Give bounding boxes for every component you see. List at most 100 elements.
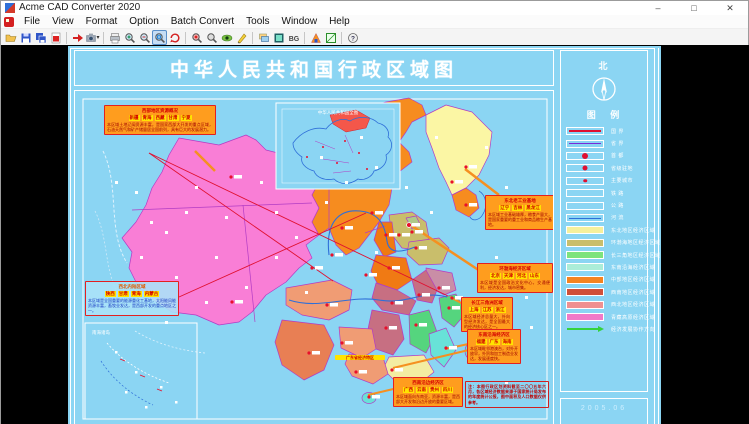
zoom-out-icon[interactable]	[137, 30, 152, 45]
titlebar: Acme CAD Converter 2020 – □ ✕	[1, 1, 748, 15]
edit-icon[interactable]	[234, 30, 249, 45]
app-logo-icon	[5, 3, 15, 13]
map-callout: 长江三角洲区域 上海 江苏 浙江 本区域经济总量大，外向型经济发达，是全国最大的经济核心…	[461, 297, 513, 333]
zoom-extents-icon[interactable]	[167, 30, 182, 45]
callout-title: 西南沿边经济区	[412, 380, 444, 385]
toolbar: ▾ BG?	[1, 29, 748, 47]
legend-color-item: 西北地区经济区域	[561, 298, 655, 310]
toolbar-separator	[304, 31, 305, 44]
toolbar-separator	[252, 31, 253, 44]
callout-region-names: 新疆 青海 西藏 甘肃 宁夏	[128, 114, 192, 121]
legend-arrow-item: 经济发展协作方向	[561, 323, 655, 335]
city-dots-layer	[110, 136, 533, 399]
save-all-icon[interactable]	[33, 30, 48, 45]
close-button[interactable]: ✕	[726, 3, 734, 13]
legend-color-item: 西南地区经济区域	[561, 286, 655, 298]
map-area: 中华人民共和国全图 南海诸岛	[74, 90, 554, 424]
menubar: File View Format Option Batch Convert Tools Wi…	[1, 15, 748, 29]
callout-body: 本区域是全国政治文化中心，交通便利，经济发达，城市密集。	[480, 279, 550, 290]
callout-body: 本区域是全国重要的能源重化工基地，太阳能风能资源丰富，畜牧业发达，是西部开发的重…	[88, 297, 176, 314]
callout-title: 西北内陆区域	[118, 284, 146, 289]
toolbar-separator	[103, 31, 104, 44]
font-icon[interactable]	[308, 30, 323, 45]
legend-heading: 图 例	[586, 110, 626, 120]
menu-help[interactable]: Help	[329, 16, 350, 27]
view-mode-icon[interactable]	[219, 30, 234, 45]
callout-region-names: 北京 天津 河北 山东	[490, 272, 540, 279]
legend-panel: 北 图 例 国 界省 界首 都省级驻地 主要城市铁 路公 路河 流东北地区经济区域…	[560, 50, 660, 392]
svg-text:?: ?	[351, 35, 355, 42]
callout-body: 本区域毗邻港澳台，对外开放早，外贸和加工制造业发达，发展速度快。	[470, 345, 518, 362]
menu-window[interactable]: Window	[281, 16, 318, 27]
legend-color-item: 东南沿海经济区域	[561, 261, 655, 273]
scs-inset-label: 南海诸岛	[92, 329, 110, 336]
callout-region-names: 辽宁 吉林 黑龙江	[499, 204, 541, 211]
drawing-canvas[interactable]: 中华人民共和国行政区域图	[1, 45, 749, 424]
callout-title: 环渤海经济区域	[499, 266, 531, 271]
inset-map: 中华人民共和国全图	[275, 102, 401, 190]
north-label: 北	[598, 61, 610, 71]
capture-icon[interactable]: ▾	[85, 30, 100, 45]
map-callout: 注：本图行政区划资料截至二〇〇五年六月，各区域经济数据来源于国家统计局发布的年度…	[465, 381, 549, 408]
find-text-icon[interactable]	[189, 30, 204, 45]
legend-item: 公 路	[561, 199, 647, 211]
open-icon[interactable]	[3, 30, 18, 45]
map-callout: 西南沿边经济区 广西 云南 贵州 四川 本区域面向东南亚，资源丰富，是西部大开发和沿边开放…	[393, 377, 463, 408]
callout-body: 本区域土地辽阔资源丰富，是国家西部大开发的重点区域，石油天然气和矿产储量居全国前…	[107, 121, 213, 132]
menu-batch-convert[interactable]: Batch Convert	[170, 16, 235, 27]
svg-text:BG: BG	[288, 36, 299, 43]
menu-items: File View Format Option Batch Convert Tools Wi…	[18, 15, 356, 28]
menu-file[interactable]: File	[24, 16, 41, 27]
convert-icon[interactable]	[70, 30, 85, 45]
menu-view[interactable]: View	[52, 16, 74, 27]
legend-item: 省级驻地	[561, 162, 647, 174]
find-next-icon[interactable]	[204, 30, 219, 45]
map-date: 2005.06	[580, 405, 628, 412]
pdf-export-icon[interactable]	[48, 30, 63, 45]
layers-icon[interactable]	[256, 30, 271, 45]
maximize-button[interactable]: □	[691, 3, 697, 13]
menu-tools[interactable]: Tools	[246, 16, 270, 27]
legend-item: 首 都	[561, 150, 647, 162]
map-title: 中华人民共和国行政区域图	[169, 59, 458, 81]
callout-title: 东南沿海经济区	[478, 332, 510, 337]
date-box: 2005.06	[560, 398, 648, 424]
callout-body: 本区域面向东南亚，资源丰富，是西部大开发和沿边开放的重要区域。	[396, 393, 460, 404]
map-callout: 东北老工业基地 辽宁 吉林 黑龙江 本区域工业基础雄厚，粮食产量大，是国家重要的重工业和…	[485, 195, 553, 231]
legend-color-item: 青藏高原经济区域	[561, 311, 655, 323]
save-icon[interactable]	[18, 30, 33, 45]
callout-region-names: 陕西 甘肃 青海 内蒙古	[104, 290, 160, 297]
background-color-icon[interactable]: BG	[286, 30, 301, 45]
toolbar-separator	[341, 31, 342, 44]
zoom-in-icon[interactable]	[122, 30, 137, 45]
legend-color-item: 环渤海地区经济区域	[561, 237, 660, 249]
china-map-svg: 中华人民共和国全图 南海诸岛	[82, 97, 548, 420]
color-box-icon[interactable]	[323, 30, 338, 45]
inset-map-title: 中华人民共和国全图	[318, 109, 359, 116]
callout-region-names: 福建 广东 海南	[475, 338, 513, 345]
menu-option[interactable]: Option	[129, 16, 159, 27]
map-callout: 西部地区资源概况 新疆 青海 西藏 甘肃 宁夏 本区域土地辽阔资源丰富，是国家西部大开发的重…	[104, 105, 216, 136]
minimize-button[interactable]: –	[655, 3, 661, 13]
window-controls: – □ ✕	[640, 1, 748, 15]
legend-color-item: 长三角地区经济区域	[561, 249, 660, 261]
legend-rows: 国 界省 界首 都省级驻地 主要城市铁 路公 路河 流东北地区经济区域 环渤海地区经…	[561, 125, 660, 336]
window-title: Acme CAD Converter 2020	[19, 2, 141, 13]
callout-title: 广东省经济特区	[346, 355, 374, 360]
toolbar-separator	[66, 31, 67, 44]
map-callout: 广东省经济特区	[335, 355, 385, 361]
about-icon[interactable]: ?	[345, 30, 360, 45]
zoom-window-icon[interactable]	[152, 30, 167, 45]
print-icon[interactable]	[107, 30, 122, 45]
legend-item: 铁 路	[561, 187, 647, 199]
drawing-tab-icon[interactable]	[4, 16, 14, 27]
map-sheet: 中华人民共和国行政区域图	[68, 46, 661, 424]
map-callout: 环渤海经济区域 北京 天津 河北 山东 本区域是全国政治文化中心，交通便利，经济发达，城市…	[477, 263, 553, 294]
callout-title: 长江三角洲区域	[471, 300, 503, 305]
menu-format[interactable]: Format	[85, 16, 118, 27]
callout-title: 西部地区资源概况	[142, 108, 178, 113]
toolbar-separator	[185, 31, 186, 44]
callout-body: 本区域经济总量大，外向型经济发达，是全国最大的经济核心区之一。	[464, 313, 510, 330]
layout-icon[interactable]	[271, 30, 286, 45]
callout-body: 本区域工业基础雄厚，粮食产量大，是国家重要的重工业和商品粮生产基地。	[488, 211, 552, 228]
